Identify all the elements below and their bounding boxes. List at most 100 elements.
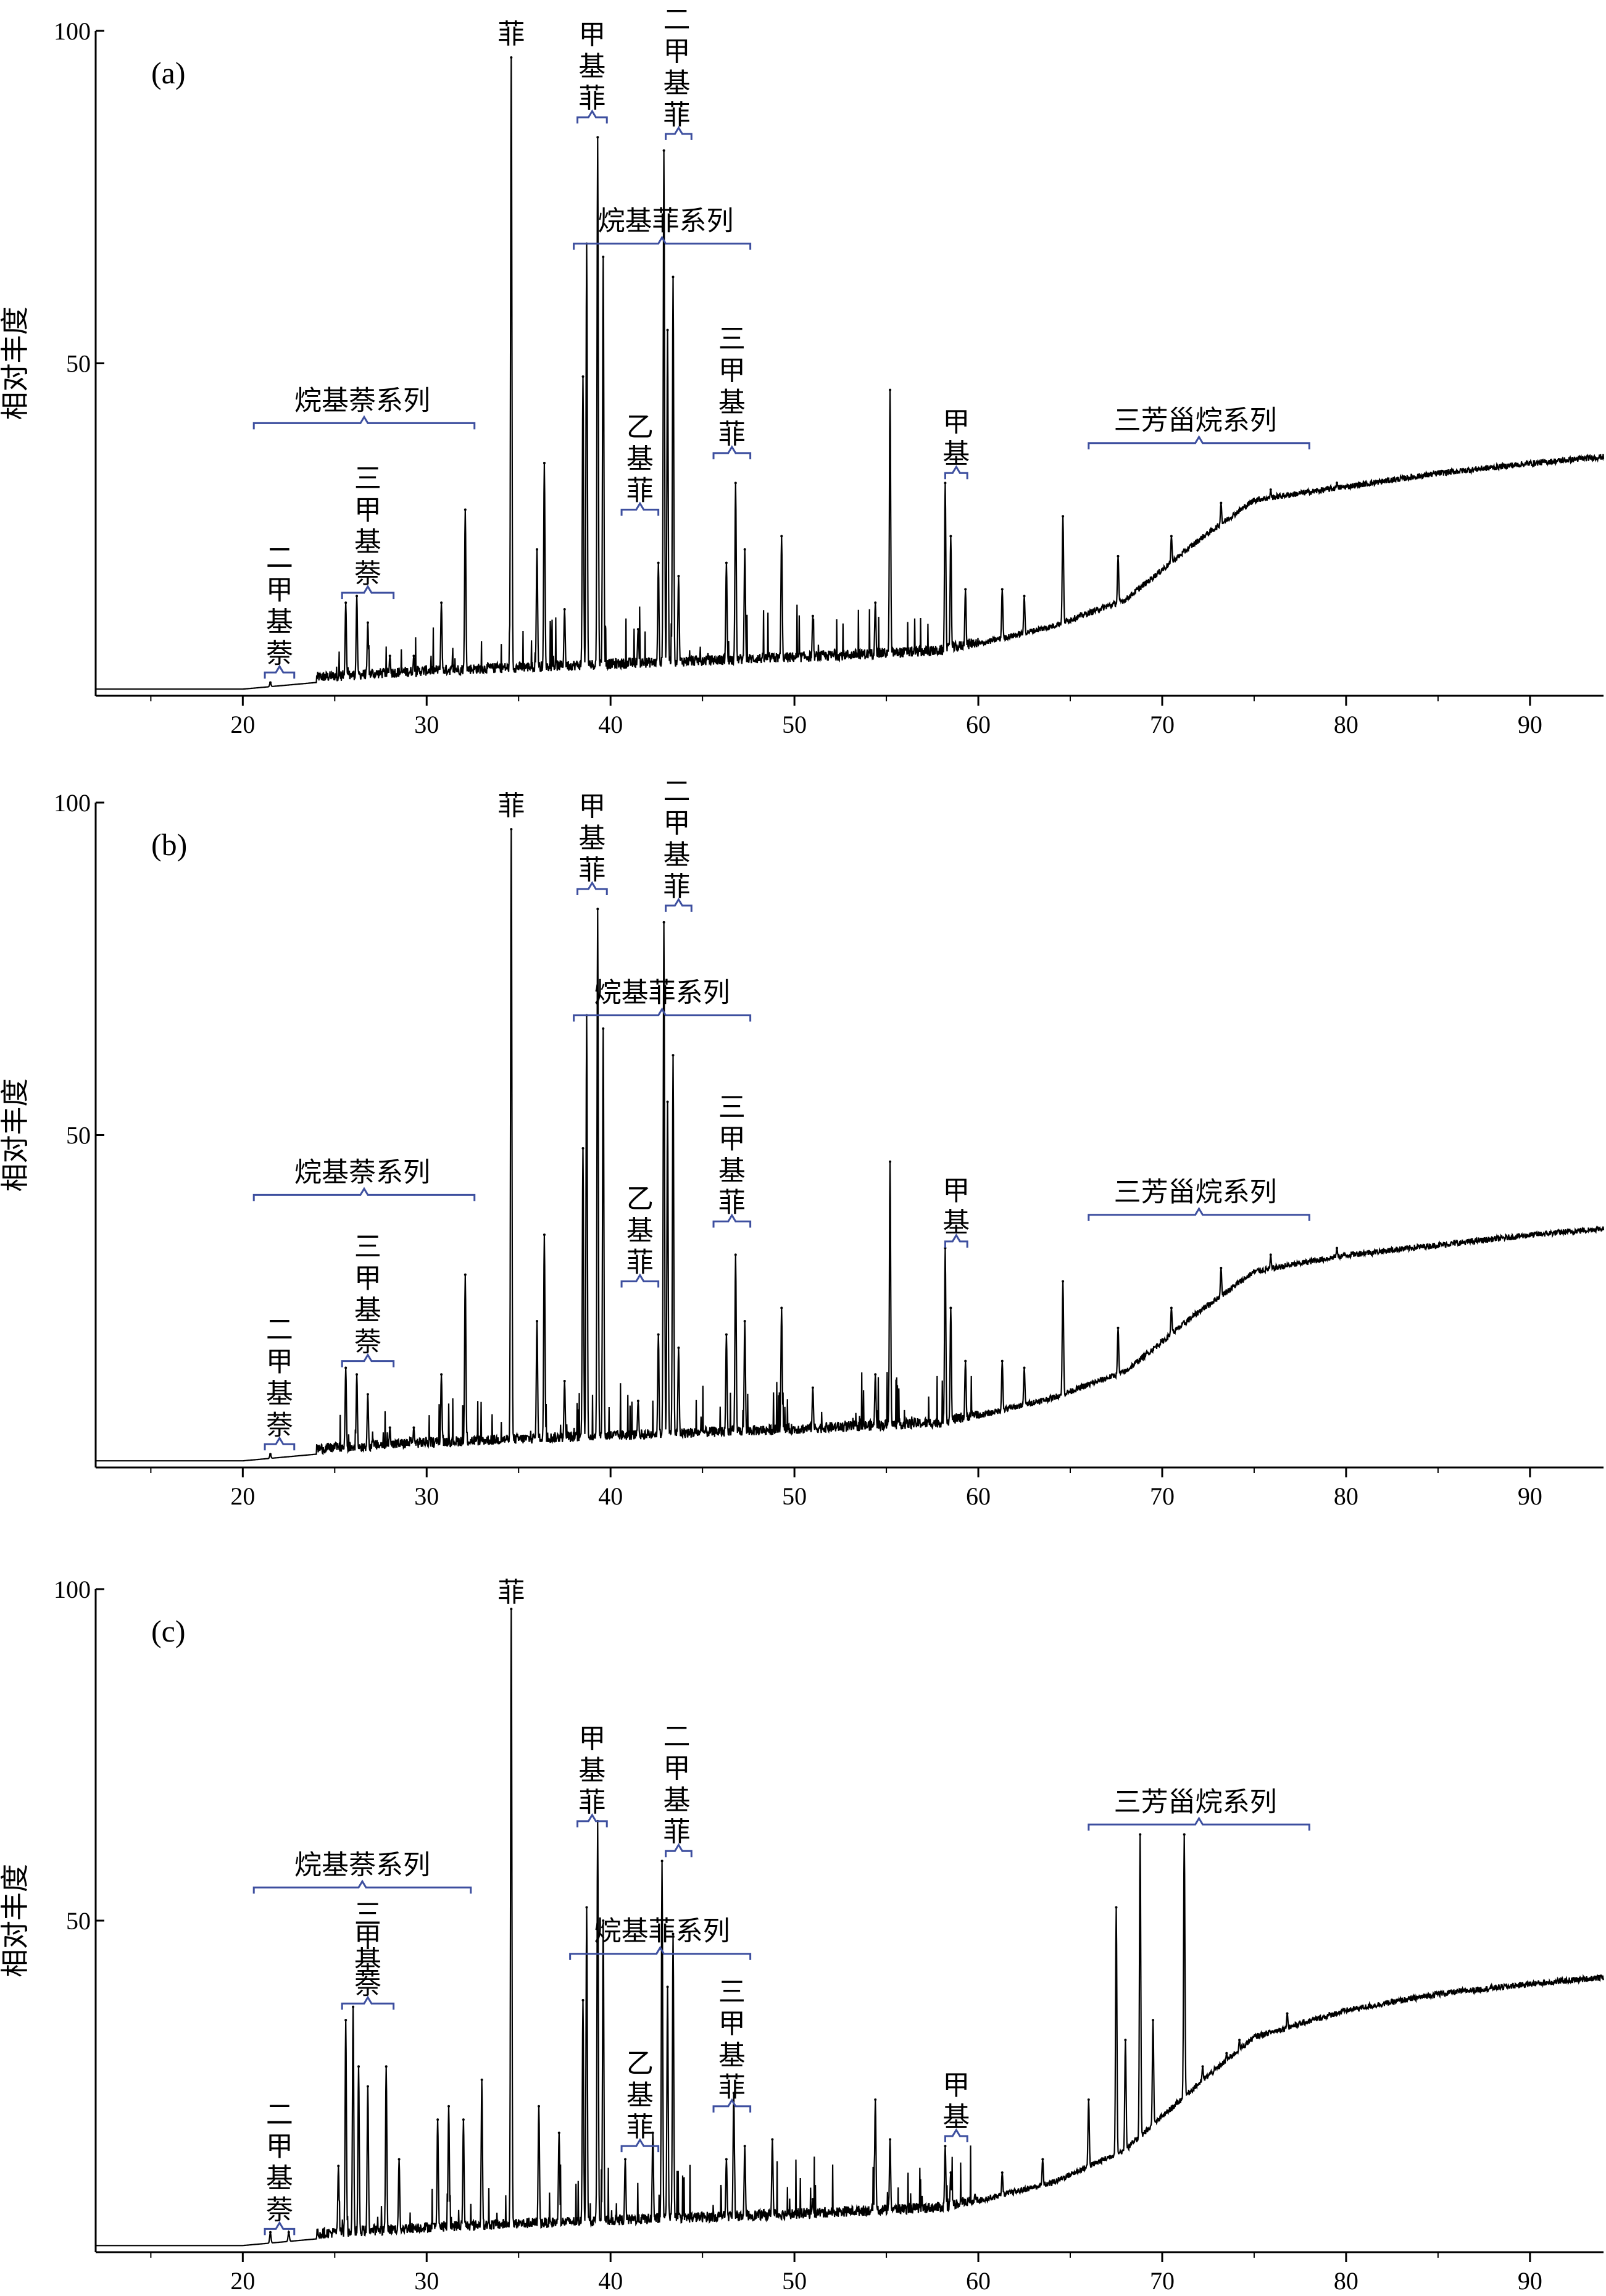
peak-37 (1115, 1906, 1118, 1909)
annotation-label: 三甲基菲 (718, 323, 746, 450)
annotation: 二甲基菲 (663, 1721, 693, 1858)
peak-3 (366, 621, 369, 624)
annotation-bracket (264, 2221, 296, 2235)
annotation-label: 菲 (497, 790, 525, 822)
annotation: 二甲基菲 (663, 775, 693, 912)
peak-14 (596, 908, 599, 911)
peak-12 (581, 375, 585, 378)
annotation-bracket (944, 1233, 968, 1248)
peak-3 (366, 1393, 369, 1396)
peak-2 (356, 1373, 359, 1376)
annotation-label: 菲 (497, 19, 525, 50)
annotation: 乙基菲 (620, 2048, 660, 2153)
peak-24 (672, 1932, 675, 1935)
chromatogram-trace (96, 1609, 1605, 2247)
annotation-bracket (341, 1995, 395, 2010)
peak-31 (964, 588, 967, 591)
annotation: 烷基菲系列 (573, 206, 752, 250)
annotation-bracket (341, 585, 395, 599)
x-tick-label: 60 (966, 2267, 991, 2295)
y-tick-label: 100 (54, 789, 91, 817)
peak-7 (385, 2065, 388, 2068)
annotation: 烷基萘系列 (252, 1849, 472, 1894)
annotation-bracket (576, 881, 608, 896)
chromatogram-trace (96, 57, 1605, 690)
annotation-label: 二甲基萘 (266, 2099, 293, 2226)
x-tick-label: 50 (782, 711, 807, 738)
annotation-bracket (576, 109, 608, 124)
peak-38 (1269, 1253, 1272, 1256)
peak-31 (964, 1359, 967, 1363)
peak-4 (388, 654, 391, 657)
peak-39 (1139, 1833, 1142, 1836)
peak-33 (1023, 1366, 1026, 1369)
annotation-label: 乙基菲 (626, 2048, 654, 2143)
x-tick-label: 90 (1518, 1482, 1542, 1510)
x-tick-label: 90 (1518, 2267, 1542, 2295)
peak-28 (889, 1160, 892, 1163)
peak-8 (510, 828, 513, 831)
peak-27 (874, 1373, 877, 1376)
annotation-bracket (665, 898, 693, 912)
x-tick-label: 30 (414, 2267, 439, 2295)
x-tick-label: 60 (966, 711, 991, 738)
panel-b: 20 30 40 50 60 70 80 90 50 100 相对丰度 (b) 二甲基萘 三甲基萘 烷基萘系… (0, 775, 1605, 1510)
annotation-bracket (573, 1007, 752, 1022)
x-tick-label: 30 (414, 711, 439, 738)
peak-36 (1170, 1306, 1173, 1309)
annotation: 三甲基菲 (712, 323, 752, 459)
x-tick-label: 60 (966, 1482, 991, 1510)
peak-39 (1336, 482, 1339, 485)
annotation-label: 三甲基菲 (718, 1092, 746, 1219)
peak-15 (557, 2131, 560, 2134)
peak-11 (563, 1379, 566, 1382)
y-tick-label: 50 (66, 1907, 91, 1935)
panel-label: (b) (151, 827, 187, 862)
peak-21 (677, 575, 680, 578)
annotation-label: 二甲基萘 (266, 543, 293, 670)
x-tick-label: 80 (1334, 711, 1358, 738)
peak-16 (636, 1400, 639, 1403)
annotation-bracket (252, 1187, 476, 1201)
x-tick-label: 70 (1150, 2267, 1175, 2295)
annotation-label: 二甲基萘 (266, 1314, 293, 1442)
peak-19 (666, 328, 669, 332)
peak-17 (657, 561, 660, 564)
annotation: 三甲基萘 (341, 463, 395, 599)
annotation-bracket (252, 1879, 472, 1894)
annotation: 三甲基萘 (341, 1231, 395, 1367)
peak-34 (1062, 515, 1065, 518)
y-tick-label: 50 (66, 350, 91, 378)
peak-1 (344, 601, 347, 604)
peak-17 (657, 1333, 660, 1336)
peak-32 (1001, 588, 1004, 591)
annotation-bracket (264, 1436, 296, 1451)
annotation-label: 三甲基菲 (718, 1976, 746, 2103)
y-axis-label: 相对丰度 (0, 307, 31, 420)
annotation: 甲基菲 (576, 19, 608, 124)
annotation-bracket (620, 501, 660, 516)
peak-20 (672, 1054, 675, 1057)
peak-33 (1023, 595, 1026, 598)
annotation-label: 烷基萘系列 (294, 1849, 430, 1881)
annotation-label: 三甲基萘 (354, 1898, 381, 2000)
peak-25 (780, 1306, 783, 1309)
peak-20 (624, 2158, 627, 2161)
peak-1 (344, 1366, 347, 1369)
peak-26 (732, 2092, 735, 2095)
annotation: 菲 (497, 1577, 525, 1608)
annotation-bracket (712, 445, 752, 459)
annotation-label: 烷基菲系列 (598, 206, 734, 237)
peak-10 (543, 1234, 546, 1237)
peak-9 (536, 1320, 539, 1323)
peak-10 (447, 2105, 451, 2108)
annotation-bracket (264, 664, 296, 679)
peak-27 (743, 2145, 746, 2148)
peak-27 (874, 601, 877, 604)
peak-14 (538, 2105, 541, 2108)
annotation-label: 甲基 (942, 1175, 970, 1238)
annotation: 二甲基萘 (264, 543, 296, 679)
peak-29 (811, 2198, 814, 2201)
annotation-label: 烷基菲系列 (594, 1916, 730, 1947)
annotation-label: 乙基菲 (626, 1183, 654, 1278)
